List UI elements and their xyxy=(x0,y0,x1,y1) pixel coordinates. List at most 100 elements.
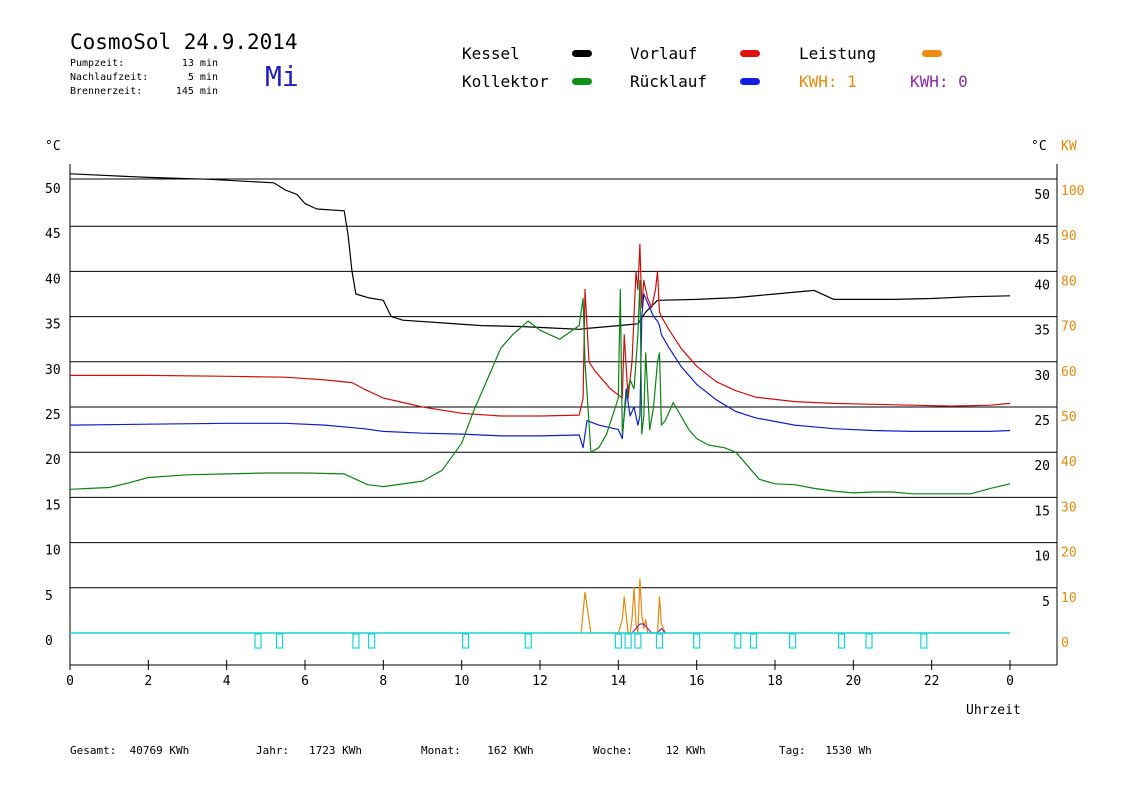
status-marker xyxy=(734,633,742,649)
status-marker xyxy=(524,633,532,649)
x-tick-label: 16 xyxy=(689,674,705,689)
chart-title: CosmoSol 24.9.2014 xyxy=(70,30,298,54)
status-marker xyxy=(789,633,797,649)
y-tick-label-left: 20 xyxy=(45,453,61,468)
y-tick-label-right: 30 xyxy=(1034,369,1050,384)
y-tick-label-right: 25 xyxy=(1034,414,1050,429)
x-tick-label: 0 xyxy=(1006,674,1014,689)
x-tick-label: 0 xyxy=(66,674,74,689)
y-axis-title-kw: KW xyxy=(1061,139,1077,154)
legend-ruecklauf-swatch xyxy=(740,78,760,85)
footer-jahr: Jahr: 1723 KWh xyxy=(256,744,362,757)
x-tick-label: 22 xyxy=(924,674,940,689)
footer-gesamt: Gesamt: 40769 KWh xyxy=(70,744,189,757)
y-axis-title-right: °C xyxy=(1031,139,1047,154)
series-kwh0 xyxy=(631,623,666,634)
x-tick-label: 4 xyxy=(223,674,231,689)
y-tick-label-kw: 80 xyxy=(1061,274,1077,289)
y-tick-label-kw: 100 xyxy=(1061,184,1084,199)
series-kessel xyxy=(69,173,1011,330)
legend-ruecklauf: Rücklauf xyxy=(630,72,708,91)
status-marker xyxy=(614,633,622,649)
x-tick-label: 6 xyxy=(301,674,309,689)
y-tick-label-left: 5 xyxy=(45,589,53,604)
y-tick-label-right: 15 xyxy=(1034,504,1050,519)
status-marker xyxy=(352,633,360,649)
legend-vorlauf: Vorlauf xyxy=(630,44,698,63)
y-tick-label-left: 0 xyxy=(45,634,53,649)
y-tick-label-kw: 90 xyxy=(1061,229,1077,244)
y-tick-label-kw: 50 xyxy=(1061,410,1077,425)
stat-brennerzeit-value: 145 min xyxy=(175,86,218,97)
y-tick-label-right: 20 xyxy=(1034,459,1050,474)
status-marker xyxy=(865,633,873,649)
y-tick-label-kw: 0 xyxy=(1061,636,1069,651)
y-tick-label-left: 50 xyxy=(45,182,61,197)
series-vorlauf xyxy=(70,243,1011,417)
legend-kessel: Kessel xyxy=(462,44,520,63)
y-tick-label-left: 40 xyxy=(45,272,61,287)
y-tick-label-kw: 60 xyxy=(1061,365,1077,380)
y-tick-label-right: 40 xyxy=(1034,278,1050,293)
status-marker xyxy=(920,633,928,649)
footer-jahr-value: 1723 KWh xyxy=(309,744,362,757)
series-leistung xyxy=(580,578,666,634)
y-tick-label-kw: 10 xyxy=(1061,591,1077,606)
footer-tag-label: Tag: xyxy=(779,744,806,757)
status-marker xyxy=(254,633,262,649)
y-tick-label-right: 45 xyxy=(1034,233,1050,248)
footer-gesamt-value: 40769 KWh xyxy=(129,744,190,757)
series-kollektor xyxy=(69,279,1011,495)
footer-monat-value: 162 KWh xyxy=(487,744,534,757)
stat-nachlaufzeit-value: 5 min xyxy=(187,72,218,83)
chart-series xyxy=(69,173,1011,634)
legend-kollektor-swatch xyxy=(572,78,592,85)
y-tick-label-left: 30 xyxy=(45,363,61,378)
y-tick-label-left: 25 xyxy=(45,408,61,423)
x-tick-label: 8 xyxy=(379,674,387,689)
stat-nachlaufzeit-label: Nachlaufzeit: xyxy=(70,72,149,83)
status-marker xyxy=(461,633,470,649)
stat-nachlaufzeit: Nachlaufzeit: 5 min xyxy=(70,71,218,85)
footer-monat-label: Monat: xyxy=(421,744,461,757)
footer-gesamt-label: Gesamt: xyxy=(70,744,117,757)
legend-vorlauf-swatch xyxy=(740,50,760,57)
status-marker xyxy=(275,633,284,649)
x-tick-label: 20 xyxy=(846,674,862,689)
x-tick-label: 10 xyxy=(454,674,470,689)
stat-pumpzeit-label: Pumpzeit: xyxy=(70,58,125,69)
legend-kessel-swatch xyxy=(572,50,592,57)
status-marker xyxy=(634,633,642,649)
legend-leistung: Leistung xyxy=(799,44,877,63)
series-ruecklauf xyxy=(69,293,1011,449)
status-marker xyxy=(749,633,758,649)
y-tick-label-right: 10 xyxy=(1034,550,1050,565)
x-tick-label: 14 xyxy=(611,674,627,689)
x-axis-title: Uhrzeit xyxy=(966,703,1021,718)
chart-grid xyxy=(70,178,1057,589)
y-tick-label-right: 35 xyxy=(1034,324,1050,339)
y-tick-label-left: 45 xyxy=(45,227,61,242)
y-tick-label-kw: 70 xyxy=(1061,320,1077,335)
legend-kwh1: KWH: 1 xyxy=(799,72,857,91)
y-tick-label-kw: 20 xyxy=(1061,546,1077,561)
chart-axes xyxy=(69,164,1058,670)
chart-labels: 0 2 4 6 8 10 12 14 16 18 20 22 005101520253035404550… xyxy=(45,139,1084,718)
status-marker xyxy=(367,633,376,649)
stat-brennerzeit: Brennerzeit: 145 min xyxy=(70,85,218,99)
y-tick-label-kw: 30 xyxy=(1061,500,1077,515)
legend-kollektor: Kollektor xyxy=(462,72,549,91)
status-marker xyxy=(837,633,846,649)
x-tick-label: 12 xyxy=(532,674,548,689)
y-tick-label-left: 15 xyxy=(45,498,61,513)
stat-brennerzeit-label: Brennerzeit: xyxy=(70,86,143,97)
chart-status-line xyxy=(70,632,1010,649)
weekday-label: Mi xyxy=(265,60,299,93)
footer-tag-value: 1530 Wh xyxy=(825,744,872,757)
stat-pumpzeit: Pumpzeit: 13 min xyxy=(70,57,218,71)
x-tick-label: 2 xyxy=(144,674,152,689)
status-marker xyxy=(624,633,632,649)
legend-leistung-swatch xyxy=(922,50,942,57)
y-tick-label-left: 35 xyxy=(45,318,61,333)
footer-woche: Woche: 12 KWh xyxy=(593,744,706,757)
